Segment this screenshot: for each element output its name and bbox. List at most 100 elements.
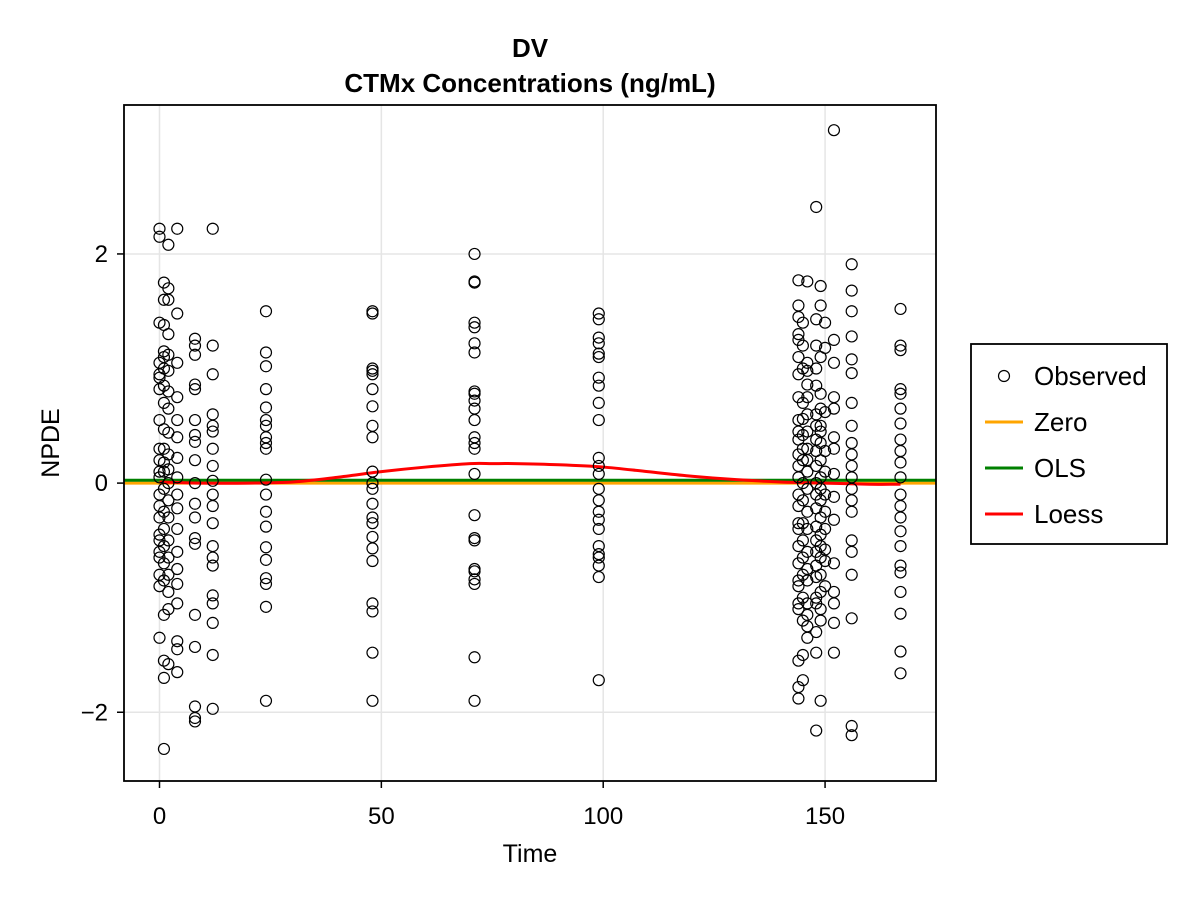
observed-point-148 — [366, 419, 379, 432]
observed-point-387 — [894, 607, 907, 620]
observed-point-181 — [468, 534, 481, 547]
observed-point-369 — [894, 339, 907, 352]
observed-point-208 — [592, 551, 605, 564]
observed-point-82 — [188, 332, 202, 345]
observed-point-276 — [801, 631, 814, 644]
observed-point-153 — [366, 497, 379, 510]
observed-point-372 — [894, 387, 907, 400]
observed-point-103 — [206, 368, 219, 381]
observed-point-178 — [468, 467, 481, 481]
observed-point-357 — [845, 459, 858, 473]
observed-point-79 — [171, 635, 184, 648]
line-series — [124, 461, 936, 486]
observed-point-211 — [592, 674, 605, 687]
observed-point-351 — [845, 353, 858, 366]
observed-point-188 — [592, 307, 605, 320]
observed-point-384 — [894, 559, 907, 572]
observed-point-84 — [188, 348, 202, 361]
observed-point-185 — [468, 577, 481, 591]
observed-point-113 — [206, 540, 219, 553]
observed-point-386 — [894, 585, 907, 599]
observed-point-110 — [206, 488, 219, 501]
observed-point-366 — [845, 719, 858, 733]
observed-point-330 — [818, 554, 832, 568]
y-tick-label-0: −2 — [81, 699, 108, 726]
observed-point-328 — [818, 522, 832, 536]
observed-point-215 — [792, 328, 805, 341]
observed-point-272 — [801, 574, 814, 587]
y-axis-ticks: −2 0 2 — [81, 241, 124, 726]
observed-point-155 — [366, 517, 379, 530]
observed-point-187 — [468, 694, 481, 707]
observed-point-336 — [827, 402, 841, 415]
observed-point-87 — [188, 413, 202, 427]
observed-point-109 — [206, 474, 219, 487]
observed-point-260 — [801, 378, 814, 391]
observed-point-266 — [801, 465, 814, 478]
observed-point-111 — [206, 499, 219, 513]
observed-point-122 — [259, 346, 273, 359]
observed-point-161 — [366, 646, 379, 659]
observed-point-339 — [827, 467, 841, 481]
observed-point-137 — [259, 572, 273, 585]
y-tick-label-2: 2 — [95, 241, 108, 268]
observed-point-367 — [845, 729, 858, 742]
observed-point-95 — [188, 537, 202, 550]
observed-point-337 — [827, 431, 841, 444]
observed-point-190 — [592, 331, 605, 344]
observed-point-50 — [162, 385, 175, 398]
observed-point-119 — [206, 648, 219, 662]
observed-point-139 — [259, 600, 273, 613]
y-tick-label-1: 0 — [95, 470, 108, 497]
observed-point-361 — [845, 505, 858, 518]
observed-point-217 — [792, 350, 805, 364]
observed-point-168 — [468, 337, 481, 350]
observed-point-278 — [810, 313, 823, 326]
observed-point-243 — [796, 412, 809, 426]
observed-point-210 — [592, 570, 605, 584]
observed-point-105 — [206, 419, 219, 432]
observed-point-57 — [162, 511, 175, 524]
observed-point-374 — [894, 417, 907, 430]
observed-point-151 — [366, 477, 379, 490]
observed-point-73 — [171, 502, 184, 515]
observed-point-41 — [157, 654, 171, 667]
observed-point-43 — [157, 742, 171, 756]
observed-point-256 — [796, 674, 809, 687]
observed-point-166 — [468, 316, 481, 329]
observed-point-123 — [259, 360, 273, 373]
legend: Observed Zero OLS Loess — [970, 343, 1168, 545]
observed-point-116 — [206, 589, 219, 602]
observed-point-379 — [894, 488, 907, 501]
chart-title: DV — [512, 33, 549, 63]
observed-point-94 — [188, 531, 202, 545]
x-tick-label-3: 150 — [805, 803, 845, 830]
observed-point-171 — [468, 387, 481, 400]
observed-point-347 — [845, 258, 858, 271]
observed-point-356 — [845, 448, 858, 461]
observed-point-389 — [894, 667, 907, 680]
observed-point-70 — [171, 451, 184, 464]
observed-point-212 — [792, 274, 805, 287]
observed-point-78 — [171, 597, 184, 610]
observed-point-320 — [814, 694, 827, 707]
observed-point-85 — [188, 378, 202, 391]
observed-point-365 — [845, 612, 858, 625]
loess-line — [159, 461, 901, 486]
observed-point-114 — [206, 551, 219, 564]
observed-point-342 — [827, 557, 841, 570]
observed-point-98 — [188, 700, 202, 713]
observed-point-316 — [814, 568, 827, 581]
observed-point-221 — [792, 425, 805, 438]
observed-point-120 — [206, 702, 219, 715]
observed-point-194 — [592, 371, 605, 384]
observed-point-173 — [468, 402, 481, 415]
observed-point-91 — [188, 477, 202, 490]
observed-point-86 — [188, 383, 202, 396]
observed-point-76 — [171, 562, 184, 576]
observed-point-383 — [894, 540, 907, 553]
observed-point-334 — [827, 356, 841, 369]
observed-point-261 — [801, 391, 814, 404]
observed-point-147 — [366, 400, 379, 413]
observed-point-238 — [792, 692, 805, 705]
